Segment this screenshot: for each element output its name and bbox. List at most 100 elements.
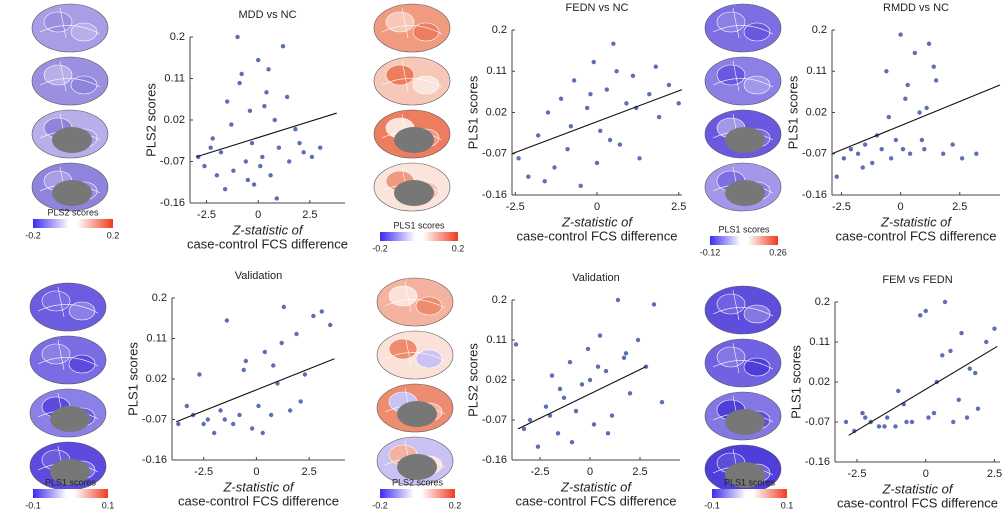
scatter-point (266, 67, 271, 72)
brain-sulci (381, 60, 443, 92)
y-tick-label: 0.11 (486, 334, 507, 346)
y-tick-label: 0.11 (146, 332, 167, 344)
scatter-point (940, 353, 945, 358)
scatter-point (860, 165, 865, 170)
scatter-point (260, 430, 265, 436)
scatter-point (879, 146, 884, 152)
brain-region (415, 296, 443, 316)
colorbar-label: PLS1 scores (718, 224, 770, 234)
y-tick-label: 0.02 (164, 114, 185, 126)
scatter-point (513, 342, 519, 347)
scatter-point (287, 408, 293, 413)
scatter-point (885, 415, 890, 420)
scatter-point (611, 41, 616, 46)
brain-region (68, 301, 96, 321)
scatter-point (609, 413, 615, 418)
scatter-point (251, 182, 257, 187)
scatter-point (855, 151, 861, 156)
scatter-point (258, 163, 263, 169)
y-axis-label: PLS2 scores (465, 343, 480, 417)
scatter-point (623, 351, 629, 356)
medial-wall (725, 127, 765, 153)
x-tick-label: 2.5 (671, 201, 686, 213)
x-tick-label: -2.5 (531, 466, 550, 478)
y-tick-label: 0.02 (809, 376, 830, 388)
scatter-point (301, 150, 306, 155)
x-axis-label: case-control FCS difference (516, 493, 677, 508)
scatter-point (271, 363, 276, 368)
scatter-point (311, 313, 316, 319)
chart-title: Validation (235, 270, 283, 282)
brain-region (743, 304, 771, 324)
y-axis-label: PLS1 scores (465, 75, 480, 149)
scatter-point (205, 417, 211, 422)
scatter-point (239, 71, 244, 77)
scatter-point (516, 156, 521, 161)
scatter-point (249, 426, 255, 431)
scatter-point (201, 421, 206, 427)
scatter-point (211, 430, 217, 436)
scatter-point (561, 395, 567, 400)
y-tick-label: -0.07 (160, 155, 185, 167)
scatter-point (882, 424, 887, 429)
x-axis-label: Z-statistic of (560, 479, 632, 494)
scatter-point (184, 403, 189, 409)
brain-sulci (384, 281, 446, 313)
scatter-point (917, 110, 922, 115)
scatter-point (607, 137, 613, 143)
scatter-point (535, 133, 541, 138)
x-tick-label: -2.5 (832, 201, 851, 213)
x-tick-label: 2.5 (987, 468, 1002, 480)
medial-wall (52, 127, 92, 153)
scatter-point (843, 419, 849, 425)
fit-line (176, 358, 335, 423)
brain-region (43, 64, 73, 86)
brain-view (704, 391, 782, 441)
y-axis-label: PLS1 scores (125, 342, 140, 416)
scatter-point (535, 444, 541, 449)
brain-surface (704, 338, 782, 388)
medial-wall (397, 454, 437, 480)
scatter-point (555, 431, 561, 436)
scatter-point (231, 168, 236, 173)
scatter-point (907, 151, 913, 156)
medial-wall (52, 180, 92, 206)
scatter-point (898, 32, 903, 37)
brain-surface (704, 3, 782, 53)
scatter-point (614, 69, 619, 74)
scatter-point (923, 308, 928, 314)
y-tick-label: 0.02 (486, 374, 507, 386)
scatter-point (959, 330, 964, 336)
brain-sulci (37, 339, 99, 371)
scatter-point (521, 426, 527, 432)
scatter-point (527, 417, 533, 423)
scatter-point (579, 382, 585, 387)
y-tick-label: -0.16 (805, 456, 830, 468)
scatter-point (237, 80, 242, 86)
scatter-point (603, 368, 609, 374)
colorbar (380, 232, 458, 241)
colorbar-tick-label: -0.12 (700, 247, 721, 257)
chart-title: MDD vs NC (238, 9, 296, 21)
scatter-point (841, 156, 847, 161)
scatter-point (328, 322, 333, 328)
colorbar-tick-label: -0.2 (372, 500, 388, 510)
brain-surface (29, 282, 107, 332)
y-axis-label: PLS1 scores (788, 345, 803, 419)
x-axis-label: Z-statistic of (881, 481, 953, 496)
scatter-point (933, 78, 939, 83)
scatter-point (294, 331, 299, 337)
colorbar (712, 489, 787, 498)
medial-wall (725, 409, 765, 435)
y-tick-label: 0.2 (170, 31, 185, 43)
scatter-point (931, 410, 937, 416)
scatter-point (635, 337, 641, 343)
scatter-point (293, 127, 298, 132)
scatter-point (905, 82, 910, 88)
scatter-point (545, 110, 551, 115)
scatter-point (594, 160, 600, 166)
scatter-point (224, 318, 230, 323)
y-tick-label: 0.2 (815, 296, 830, 308)
brain-surface (376, 330, 454, 380)
scatter-point (605, 431, 611, 436)
